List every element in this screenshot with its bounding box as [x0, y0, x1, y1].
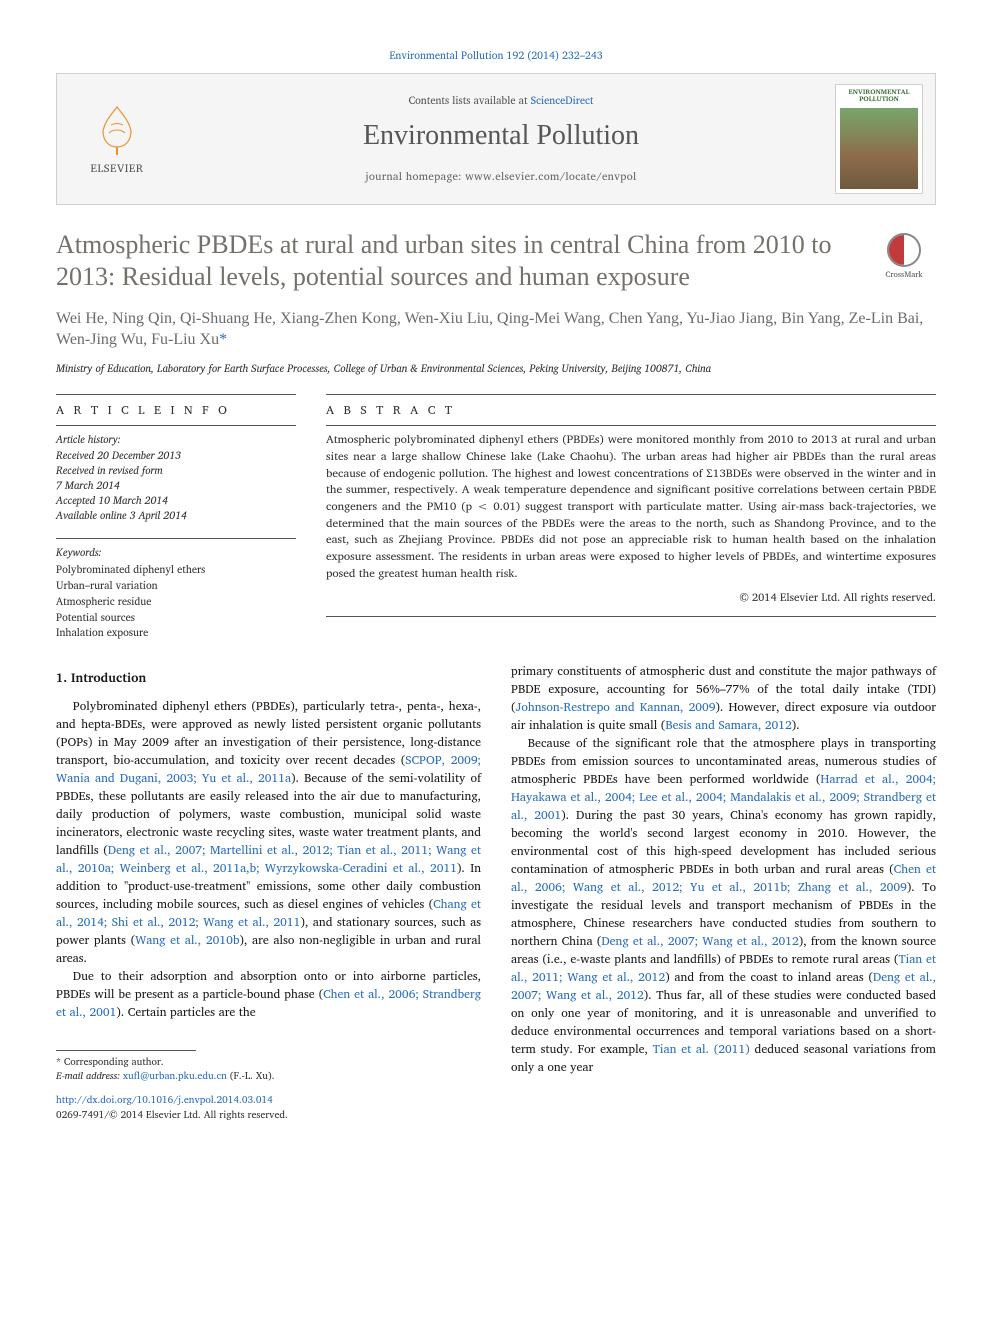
- cover-image-icon: [840, 108, 918, 189]
- doi-link[interactable]: http://dx.doi.org/10.1016/j.envpol.2014.…: [56, 1092, 273, 1108]
- footnotes: * Corresponding author. E-mail address: …: [56, 1055, 481, 1083]
- crossmark-badge[interactable]: CrossMark: [872, 233, 936, 280]
- publisher-name: ELSEVIER: [91, 161, 144, 176]
- doi-block: http://dx.doi.org/10.1016/j.envpol.2014.…: [56, 1093, 481, 1123]
- body-paragraph: Polybrominated diphenyl ethers (PBDEs), …: [56, 698, 481, 968]
- citation-link[interactable]: Deng et al., 2007; Martellini et al., 20…: [56, 841, 481, 878]
- citation-link[interactable]: Wang et al., 2010b: [135, 931, 239, 950]
- author-names: Wei He, Ning Qin, Qi-Shuang He, Xiang-Zh…: [56, 310, 923, 349]
- body-text: ) and from the coast to inland areas (: [665, 968, 873, 987]
- contents-line: Contents lists available at ScienceDirec…: [167, 93, 835, 108]
- journal-masthead: ELSEVIER Contents lists available at Sci…: [56, 73, 936, 205]
- citation-link[interactable]: Johnson-Restrepo and Kannan, 2009: [516, 698, 716, 717]
- keywords-label: Keywords:: [56, 545, 296, 561]
- copyright-line: © 2014 Elsevier Ltd. All rights reserved…: [326, 590, 936, 605]
- citation-link[interactable]: Besis and Samara, 2012: [665, 716, 791, 735]
- citation-link[interactable]: Tian et al. (2011): [653, 1040, 750, 1059]
- body-text: ). Certain particles are the: [116, 1003, 255, 1022]
- corresponding-author-mark: *: [219, 331, 227, 348]
- cover-title: ENVIRONMENTAL POLLUTION: [840, 89, 918, 104]
- author-list: Wei He, Ning Qin, Qi-Shuang He, Xiang-Zh…: [56, 308, 936, 351]
- body-paragraph: primary constituents of atmospheric dust…: [511, 663, 936, 735]
- crossmark-icon: [887, 233, 921, 267]
- body-text: ). During the past 30 years, China's eco…: [511, 806, 936, 879]
- affiliation: Ministry of Education, Laboratory for Ea…: [56, 361, 936, 376]
- abstract-head: A B S T R A C T: [326, 395, 936, 426]
- elsevier-logo-icon: [89, 101, 145, 157]
- homepage-url[interactable]: www.elsevier.com/locate/envpol: [465, 167, 636, 185]
- crossmark-label: CrossMark: [885, 269, 922, 280]
- journal-cover-thumbnail: ENVIRONMENTAL POLLUTION: [835, 84, 923, 194]
- top-citation: Environmental Pollution 192 (2014) 232–2…: [56, 48, 936, 63]
- journal-name: Environmental Pollution: [167, 116, 835, 155]
- body-paragraph: Due to their adsorption and absorption o…: [56, 968, 481, 1022]
- email-suffix: (F.-L. Xu).: [227, 1068, 275, 1084]
- corresponding-author-note: * Corresponding author.: [56, 1055, 481, 1069]
- keyword: Inhalation exposure: [56, 625, 296, 641]
- abstract-text: Atmospheric polybrominated diphenyl ethe…: [326, 425, 936, 582]
- citation-link[interactable]: Deng et al., 2007; Wang et al., 2012: [601, 932, 798, 951]
- article-info-head: A R T I C L E I N F O: [56, 395, 296, 426]
- issn-copyright: 0269-7491/© 2014 Elsevier Ltd. All right…: [56, 1107, 288, 1123]
- history-online: Available online 3 April 2014: [56, 508, 296, 523]
- publisher-block: ELSEVIER: [67, 101, 167, 176]
- footnote-separator: [56, 1050, 196, 1051]
- email-label: E-mail address:: [56, 1068, 123, 1084]
- section-1-heading: 1. Introduction: [56, 669, 481, 688]
- keywords-block: Keywords: Polybrominated diphenyl ethers…: [56, 538, 296, 642]
- contents-line-text: Contents lists available at: [409, 91, 531, 109]
- journal-homepage: journal homepage: www.elsevier.com/locat…: [167, 169, 835, 184]
- sciencedirect-link[interactable]: ScienceDirect: [531, 91, 594, 109]
- body-text: ).: [792, 716, 800, 735]
- article-history: Article history: Received 20 December 20…: [56, 425, 296, 523]
- body-paragraph: Because of the significant role that the…: [511, 735, 936, 1077]
- homepage-label: journal homepage:: [365, 167, 465, 185]
- article-title: Atmospheric PBDEs at rural and urban sit…: [56, 229, 862, 294]
- author-email-link[interactable]: xufl@urban.pku.edu.cn: [123, 1068, 227, 1084]
- body-column-right: primary constituents of atmospheric dust…: [511, 663, 936, 1123]
- body-column-left: 1. Introduction Polybrominated diphenyl …: [56, 663, 481, 1123]
